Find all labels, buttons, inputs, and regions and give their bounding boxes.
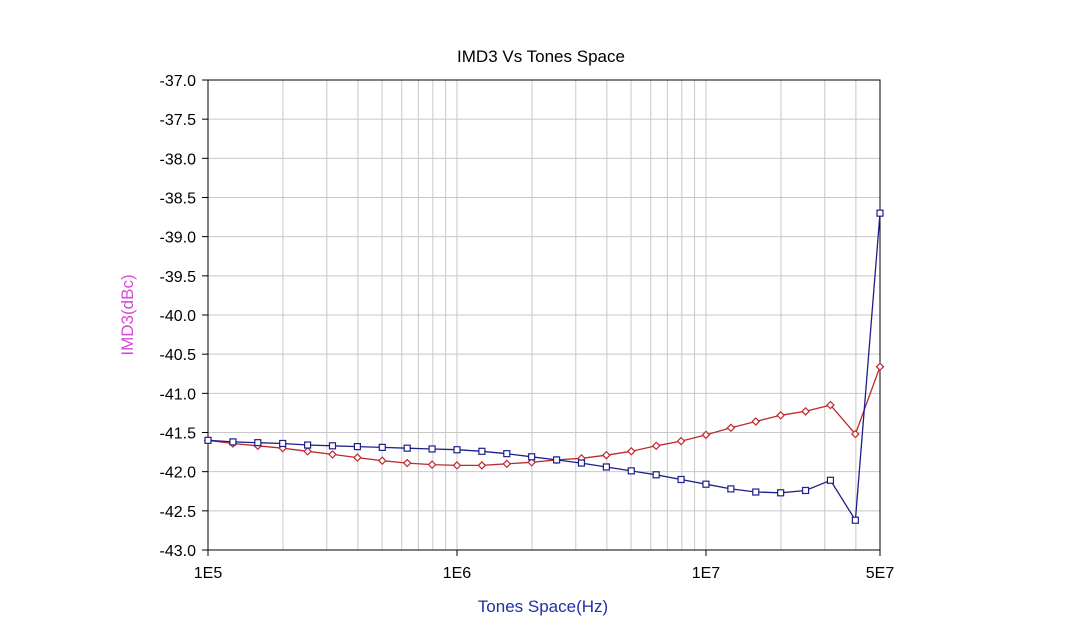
series-2-point [279, 439, 287, 448]
x-tick-label: 5E7 [866, 565, 895, 582]
series-2-point [752, 488, 760, 496]
series-1-point [602, 450, 611, 460]
series-1-point [651, 441, 661, 451]
series-layer [203, 209, 885, 524]
y-tick-label: -40.0 [160, 308, 197, 325]
x-tick-label: 1E6 [443, 565, 472, 582]
series-1-point [701, 430, 711, 440]
series-1-point [676, 436, 686, 446]
series-2-point [627, 467, 635, 475]
series-2-point [353, 443, 361, 451]
series-1-line [207, 366, 881, 467]
series-1-point [328, 450, 337, 459]
series-1-point [726, 423, 736, 433]
series-1-point [402, 458, 412, 468]
series-1-point [303, 446, 312, 456]
series-2-point [378, 443, 386, 451]
series-1-point [427, 460, 437, 469]
series-2-point [453, 446, 461, 454]
x-axis-label: Tones Space(Hz) [478, 597, 608, 616]
series-2-point [602, 463, 610, 471]
series-2-point [777, 489, 785, 497]
series-2-point [303, 441, 312, 449]
axes: -37.0 -37.5 -38.0 -38.5 -39.0 -39.5 -40.0 -40.5… [160, 73, 895, 582]
series-2-point [428, 445, 436, 453]
y-tick-label: -39.0 [160, 230, 197, 247]
series-1-point [851, 429, 860, 439]
chart-title: IMD3 Vs Tones Space [457, 47, 625, 66]
series-2-point [552, 456, 561, 464]
series-1-point [626, 446, 636, 456]
series-1-point [776, 410, 785, 420]
x-tick-label: 1E5 [194, 565, 223, 582]
y-tick-label: -40.5 [160, 347, 197, 364]
series-1-point [826, 400, 835, 410]
y-tick-label: -41.5 [160, 426, 197, 443]
series-2-point [826, 476, 835, 484]
series-2-point [229, 438, 237, 446]
series-2-point [851, 516, 859, 524]
y-tick-label: -39.5 [160, 269, 197, 286]
y-tick-label: -42.0 [160, 465, 197, 482]
series-2-line [207, 213, 881, 523]
y-tick-label: -37.5 [160, 112, 197, 129]
series-1-point [751, 417, 761, 426]
series-1-point [527, 457, 537, 467]
y-tick-label: -43.0 [160, 543, 197, 560]
y-tick-label: -38.5 [160, 191, 197, 208]
series-2-point [403, 444, 411, 452]
series-2-point [577, 459, 586, 467]
series-2-point [528, 453, 536, 461]
series-2-point [328, 442, 337, 450]
series-1-point [801, 407, 810, 416]
series-2-point [702, 480, 710, 488]
series-2-point [254, 439, 262, 447]
series-2-point [801, 486, 810, 495]
series-1-point [353, 453, 362, 462]
y-tick-label: -38.0 [160, 151, 197, 168]
series-2-point [727, 485, 735, 493]
series-1-point [452, 461, 462, 470]
x-tick-label: 1E7 [692, 565, 721, 582]
series-2-point [652, 471, 660, 479]
y-tick-label: -41.0 [160, 386, 197, 403]
series-1-point [377, 456, 387, 466]
y-tick-label: -42.5 [160, 504, 197, 521]
y-axis-label: IMD3(dBc) [118, 274, 137, 355]
series-2 [204, 209, 884, 524]
series-2-point [677, 475, 685, 484]
series-1-point [502, 459, 512, 469]
series-2-point [876, 209, 884, 217]
y-tick-label: -37.0 [160, 73, 197, 90]
series-2-point [503, 450, 511, 458]
series-1-point [477, 461, 487, 470]
series-1-point [875, 362, 885, 372]
series-2-point [204, 436, 212, 444]
series-2-point [478, 447, 486, 455]
